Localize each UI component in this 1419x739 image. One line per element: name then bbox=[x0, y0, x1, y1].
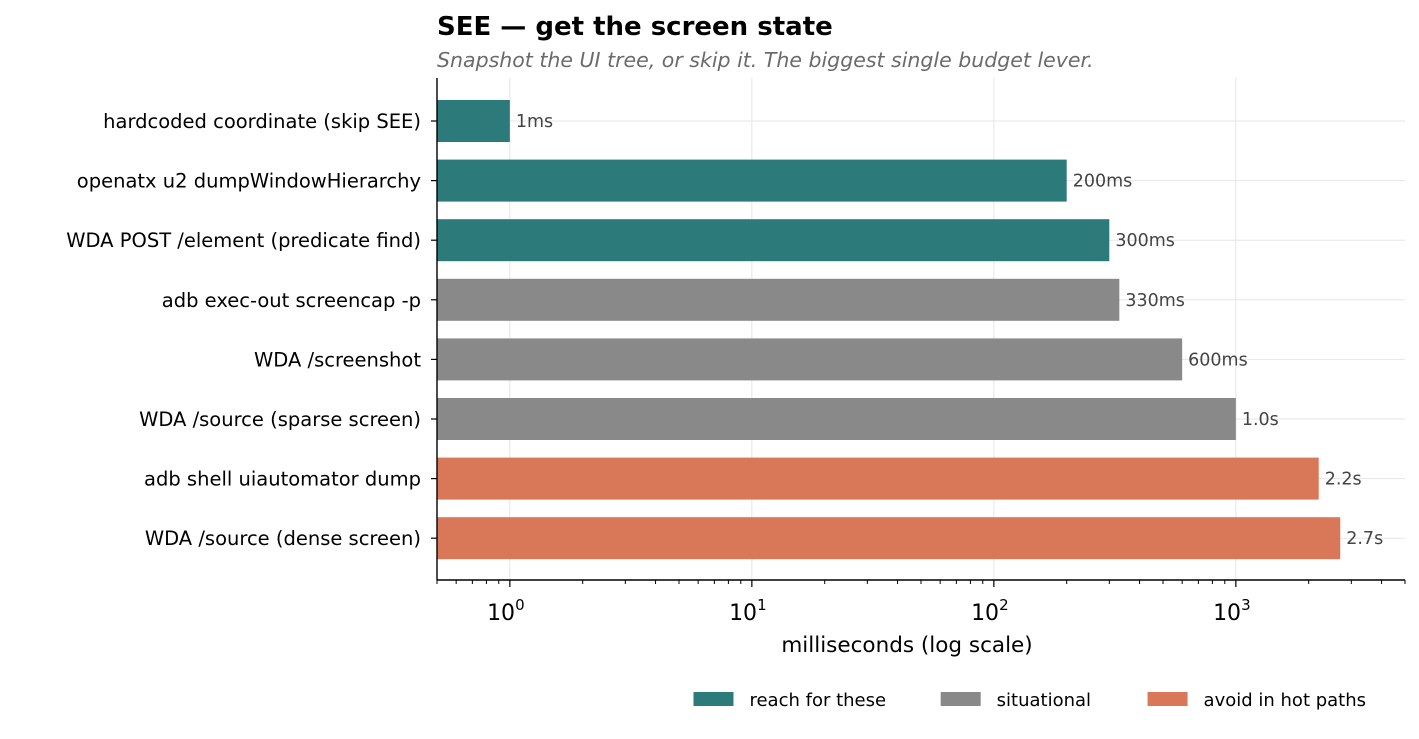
legend-label: avoid in hot paths bbox=[1204, 690, 1366, 711]
legend-swatch bbox=[1147, 692, 1188, 706]
bar bbox=[437, 219, 1110, 262]
chart-title: SEE — get the screen state bbox=[437, 12, 833, 42]
legend-label: reach for these bbox=[749, 690, 886, 711]
bar bbox=[437, 338, 1183, 381]
x-tick-label: 102 bbox=[971, 596, 1009, 626]
category-label: openatx u2 dumpWindowHierarchy bbox=[77, 170, 421, 193]
data-label: 300ms bbox=[1115, 231, 1175, 251]
category-label: adb shell uiautomator dump bbox=[144, 468, 421, 491]
x-axis-label: milliseconds (log scale) bbox=[781, 633, 1032, 658]
data-label: 2.2s bbox=[1325, 470, 1362, 490]
x-tick-label: 101 bbox=[729, 596, 767, 626]
bar bbox=[437, 100, 510, 142]
data-label: 330ms bbox=[1125, 291, 1185, 311]
bar bbox=[437, 278, 1120, 321]
x-tick-label: 103 bbox=[1213, 596, 1251, 626]
category-label: adb exec-out screencap -p bbox=[162, 289, 421, 312]
data-label: 1ms bbox=[516, 112, 553, 132]
bar bbox=[437, 457, 1319, 500]
x-tick-label: 100 bbox=[487, 596, 525, 626]
category-label: WDA /source (dense screen) bbox=[145, 527, 421, 550]
category-label: WDA /source (sparse screen) bbox=[139, 408, 421, 431]
legend-label: situational bbox=[997, 690, 1091, 711]
bar bbox=[437, 517, 1341, 560]
data-label: 2.7s bbox=[1346, 529, 1383, 549]
category-label: WDA POST /element (predicate find) bbox=[66, 229, 421, 252]
data-label: 1.0s bbox=[1242, 410, 1279, 430]
data-label: 200ms bbox=[1073, 172, 1133, 192]
category-label: hardcoded coordinate (skip SEE) bbox=[103, 110, 421, 133]
bar bbox=[437, 159, 1067, 202]
category-label: WDA /screenshot bbox=[254, 348, 421, 371]
legend-swatch bbox=[693, 692, 734, 706]
legend-swatch bbox=[940, 692, 981, 706]
bar bbox=[437, 398, 1236, 440]
chart-subtitle: Snapshot the UI tree, or skip it. The bi… bbox=[437, 48, 1094, 72]
data-label: 600ms bbox=[1188, 350, 1248, 370]
